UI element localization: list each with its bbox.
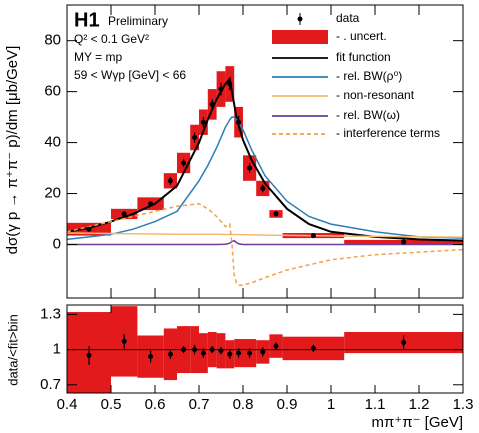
data-point [401, 340, 407, 346]
x-tick-label: 0.5 [101, 396, 122, 413]
annotation: 59 < Wγp [GeV] < 66 [74, 68, 186, 82]
data-point [192, 134, 198, 140]
data-point [181, 347, 187, 353]
data-point [209, 347, 215, 353]
y-tick-label: 20 [44, 185, 61, 202]
y-tick-label: 1.3 [40, 305, 61, 322]
data-point [167, 178, 173, 184]
frame [66, 4, 464, 299]
y-axis-label: data/<fit>bin [5, 314, 20, 386]
curve [67, 239, 463, 246]
x-axis-label: mπ⁺π⁻ [GeV] [371, 414, 463, 431]
data-point [200, 119, 206, 125]
data-point [273, 343, 279, 349]
x-tick-label: 0.9 [277, 396, 298, 413]
legend-label: - interference terms [336, 126, 440, 140]
data-point [181, 160, 187, 166]
ratio-plot [67, 306, 463, 393]
data-point [227, 81, 233, 87]
data-point [247, 165, 253, 171]
curve [67, 202, 463, 287]
data-point [227, 351, 233, 357]
x-tick-label: 0.8 [233, 396, 254, 413]
legend-label: data [336, 11, 360, 25]
legend-label: fit function [336, 50, 391, 64]
data-point [148, 354, 154, 360]
axes: 0 20 40 60 80 dσ(γ p → π⁺π⁻ p)/dm [μb/GeV] H1 P… [4, 4, 474, 431]
chart-subtitle: Preliminary [108, 14, 168, 28]
x-tick-label: 1.3 [453, 396, 474, 413]
curve [67, 76, 463, 242]
data-point [260, 349, 266, 355]
chart-title: H1 [74, 9, 100, 31]
data-point [148, 201, 154, 207]
y-tick-label: 0.7 [40, 376, 61, 393]
legend-marker [272, 30, 328, 44]
data-point [310, 233, 316, 239]
data-point [218, 348, 224, 354]
data-point [121, 211, 127, 217]
x-tick-label: 1.2 [409, 396, 430, 413]
data-point [260, 185, 266, 191]
annotation: MY = mp [74, 50, 122, 64]
data-point [236, 119, 242, 125]
data-point [192, 347, 198, 353]
x-tick-label: 0.4 [57, 396, 78, 413]
y-tick-label: 1 [53, 341, 61, 358]
top-plot [67, 66, 463, 287]
data-point [167, 351, 173, 357]
data-point [218, 86, 224, 92]
legend-marker [297, 16, 303, 22]
y-tick-label: 80 [44, 32, 61, 49]
data-point [121, 338, 127, 344]
x-tick-label: 1.1 [365, 396, 386, 413]
data-point [86, 226, 92, 232]
data-point [86, 352, 92, 358]
data-point [247, 350, 253, 356]
data-point [200, 350, 206, 356]
data-point [273, 211, 279, 217]
x-tick-label: 0.6 [145, 396, 166, 413]
legend-label: - rel. BW(ρ⁰) [336, 69, 402, 83]
y-tick-label: 0 [53, 235, 61, 252]
annotation: Q² < 0.1 GeV² [74, 32, 149, 46]
x-tick-label: 1 [327, 396, 335, 413]
data-point [236, 350, 242, 356]
curve [67, 116, 463, 241]
y-axis-label: dσ(γ p → π⁺π⁻ p)/dm [μb/GeV] [4, 46, 21, 255]
y-tick-label: 60 [44, 83, 61, 100]
legend-label: - non-resonant [336, 88, 415, 102]
legend-label: - rel. BW(ω) [336, 108, 400, 122]
y-tick-label: 40 [44, 134, 61, 151]
frame [66, 304, 464, 394]
data-point [209, 101, 215, 107]
x-tick-label: 0.7 [189, 396, 210, 413]
data-point [310, 345, 316, 351]
legend-label: - . uncert. [336, 29, 387, 43]
data-point [401, 239, 407, 245]
